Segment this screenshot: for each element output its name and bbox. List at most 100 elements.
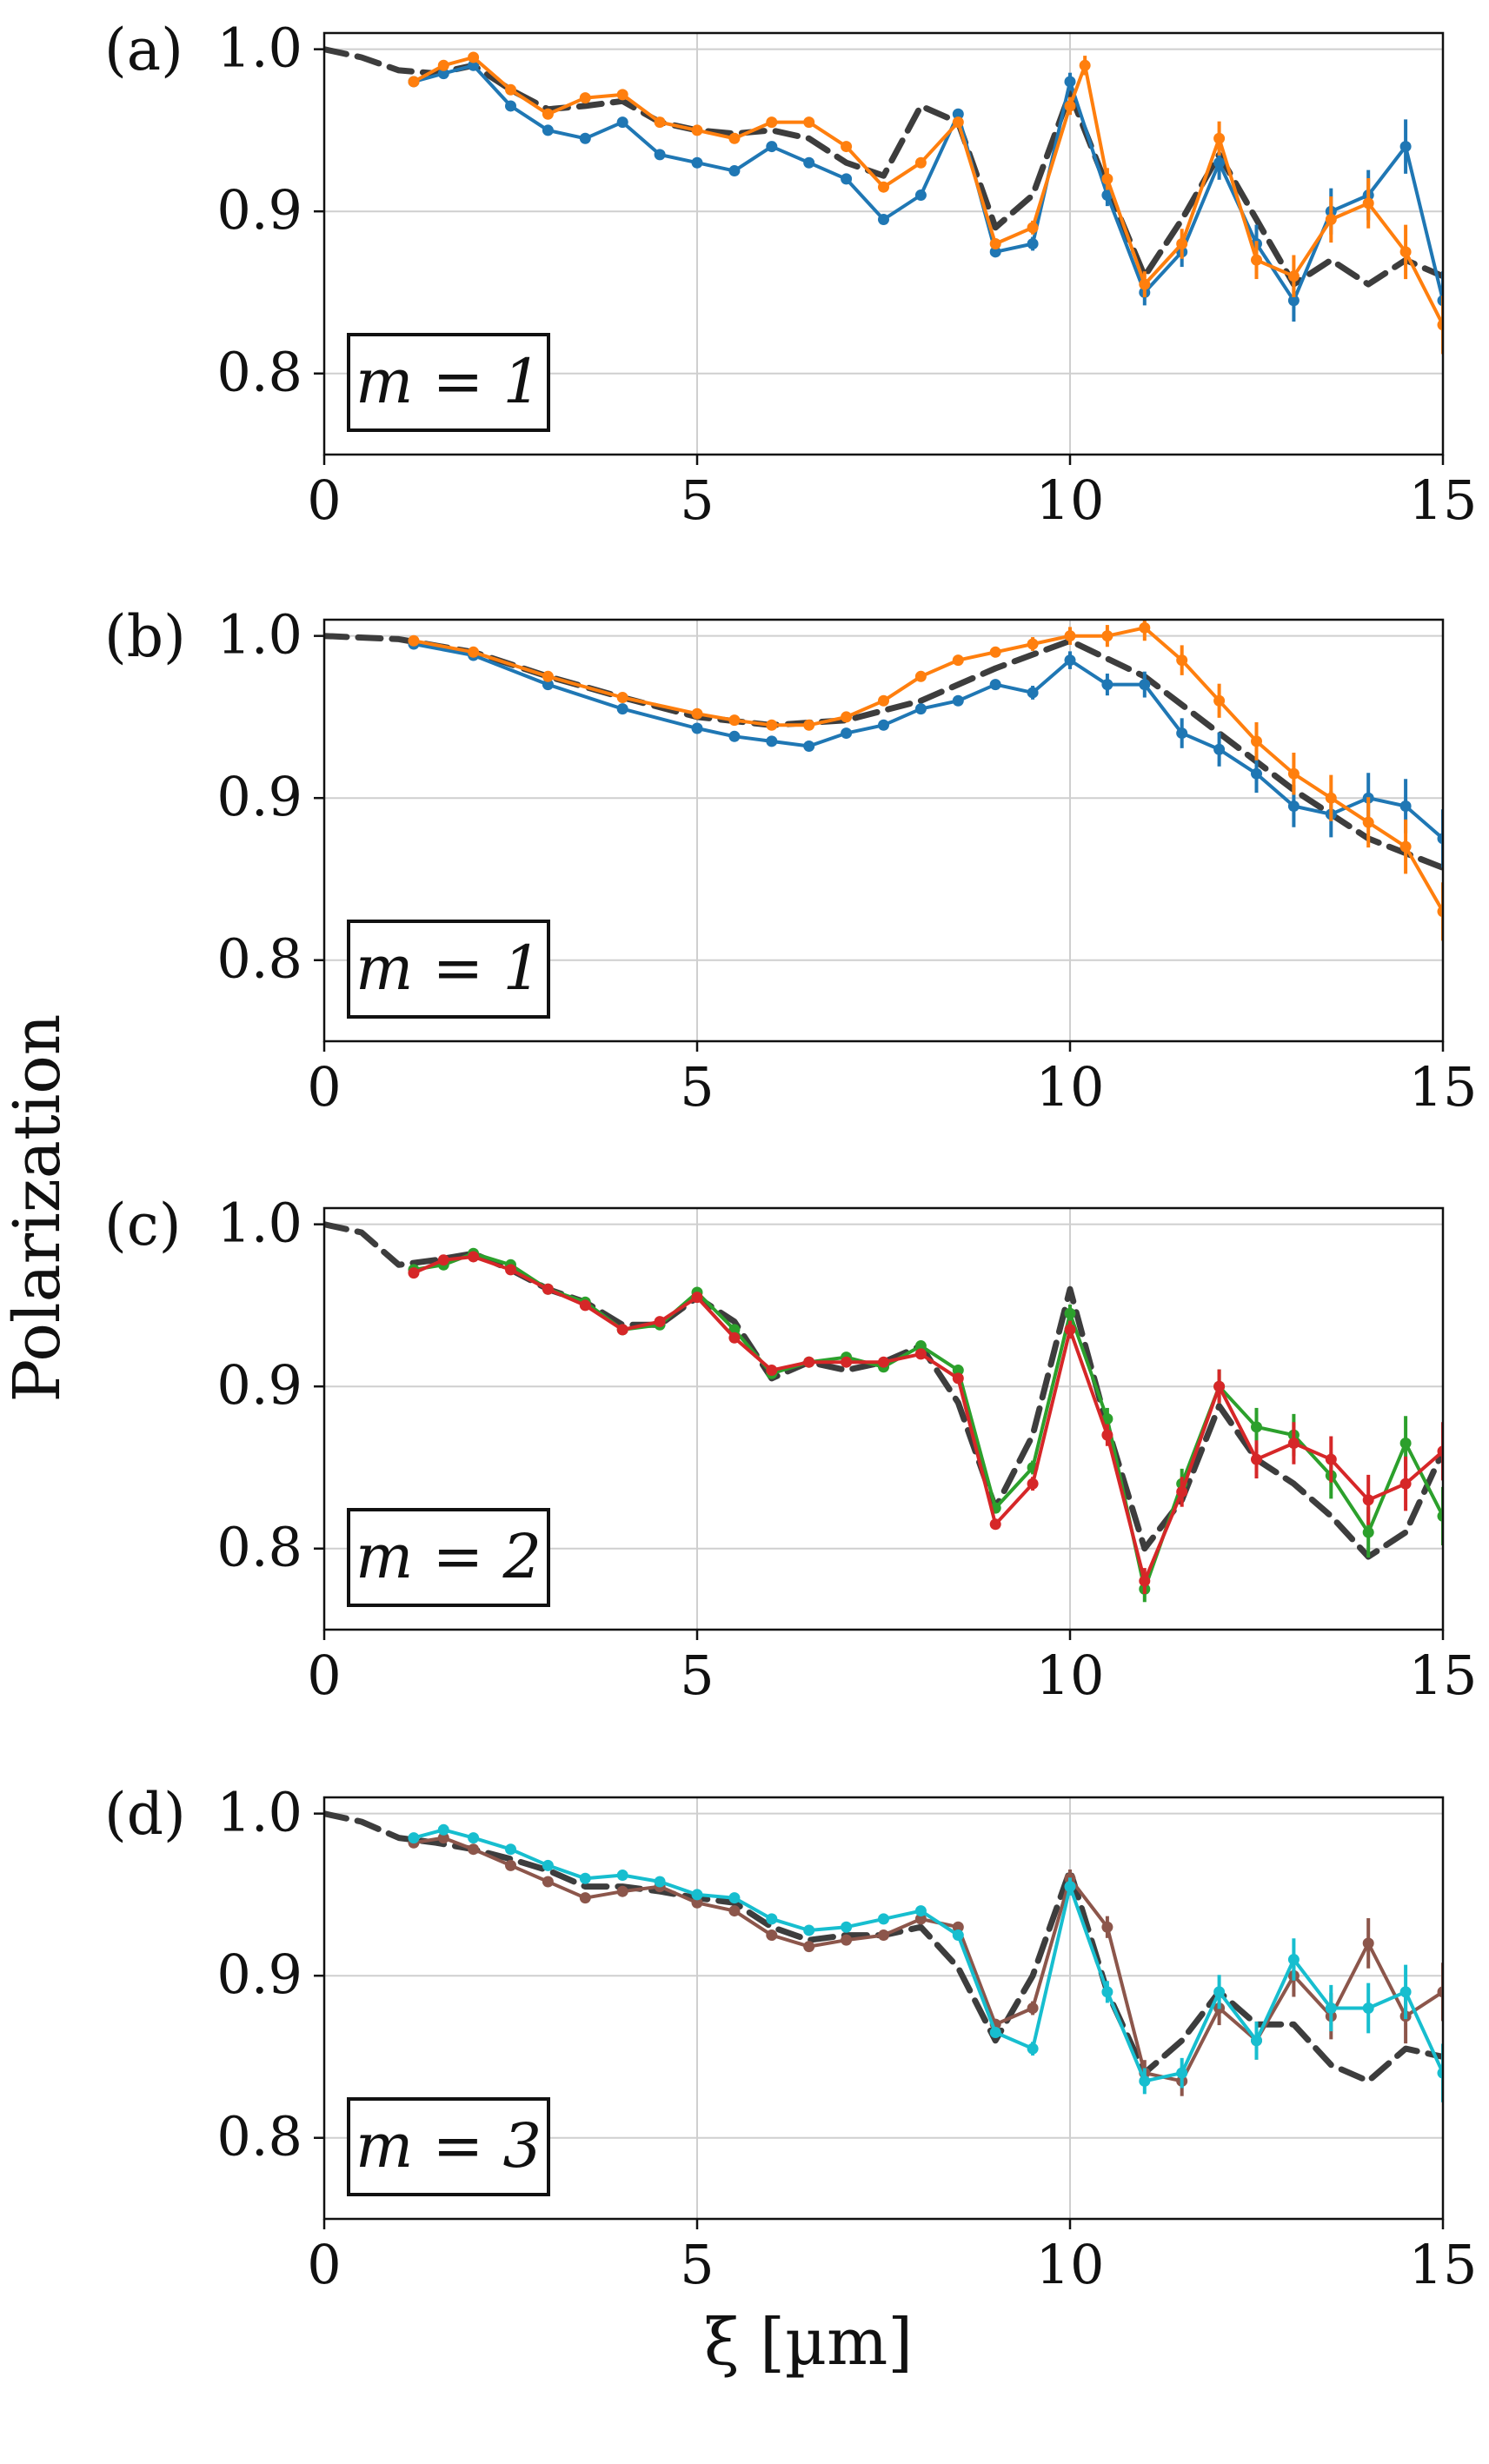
y-tick-label: 0.9 bbox=[216, 1353, 302, 1417]
data-point bbox=[989, 246, 1001, 258]
data-point bbox=[728, 132, 741, 144]
data-point bbox=[1437, 1986, 1443, 1998]
data-point bbox=[841, 141, 853, 153]
data-point bbox=[728, 730, 741, 742]
data-point bbox=[952, 1921, 964, 1933]
data-point bbox=[878, 181, 889, 193]
data-point bbox=[691, 156, 703, 169]
annotation-label: m = 2 bbox=[356, 1521, 542, 1592]
data-point bbox=[728, 1905, 741, 1917]
data-point bbox=[1027, 638, 1039, 650]
data-point bbox=[1325, 214, 1337, 226]
data-point bbox=[803, 156, 815, 169]
x-tick-label: 5 bbox=[680, 1644, 714, 1707]
annotation-label: m = 1 bbox=[356, 346, 542, 417]
data-point bbox=[803, 1941, 815, 1953]
data-point bbox=[1176, 238, 1188, 249]
data-point bbox=[952, 1929, 964, 1942]
data-point bbox=[766, 735, 778, 747]
data-point bbox=[989, 646, 1001, 658]
y-tick-label: 0.9 bbox=[216, 765, 302, 828]
data-point bbox=[1437, 1510, 1443, 1522]
data-point bbox=[1362, 2002, 1374, 2014]
data-point bbox=[1362, 197, 1374, 209]
data-point bbox=[437, 1823, 449, 1836]
data-point bbox=[616, 1885, 628, 1897]
x-tick-label: 15 bbox=[1409, 468, 1478, 532]
axes-frame bbox=[322, 618, 1445, 1043]
data-point bbox=[468, 1832, 480, 1844]
data-point bbox=[841, 711, 853, 723]
data-point bbox=[1101, 189, 1113, 202]
data-point bbox=[1399, 246, 1412, 258]
theory-dashed-line bbox=[324, 1810, 1443, 2084]
data-point bbox=[691, 707, 703, 720]
data-point bbox=[1101, 1921, 1113, 1933]
data-point bbox=[766, 1929, 778, 1942]
y-tick-label: 1.0 bbox=[216, 1781, 302, 1844]
data-point bbox=[542, 1283, 554, 1295]
data-point bbox=[803, 719, 815, 731]
data-point bbox=[841, 1921, 853, 1933]
data-point bbox=[542, 679, 554, 691]
data-point bbox=[616, 1324, 628, 1336]
data-point bbox=[542, 124, 554, 136]
chart-panel: 0 5 10 15 0.8 0.9 1.0 (b) m = 1 bbox=[104, 603, 1477, 1119]
data-point bbox=[989, 238, 1001, 249]
annotation-box bbox=[347, 2097, 550, 2196]
y-tick-label: 0.8 bbox=[216, 927, 302, 991]
data-point bbox=[1027, 687, 1039, 699]
data-point bbox=[654, 149, 666, 161]
data-point bbox=[766, 1913, 778, 1925]
data-point bbox=[691, 1292, 703, 1304]
data-point bbox=[1064, 654, 1076, 667]
data-point bbox=[408, 634, 420, 647]
data-point bbox=[468, 59, 480, 71]
y-tick-label: 0.8 bbox=[216, 2105, 302, 2168]
data-point bbox=[914, 1905, 927, 1917]
data-point bbox=[1251, 2035, 1262, 2047]
data-point bbox=[1325, 792, 1337, 804]
data-point bbox=[1399, 1478, 1412, 1490]
y-tick-label: 1.0 bbox=[216, 603, 302, 667]
plot-area bbox=[324, 46, 1443, 355]
x-tick-label: 15 bbox=[1409, 1055, 1478, 1119]
data-point bbox=[1399, 800, 1412, 813]
data-point bbox=[878, 719, 889, 731]
data-point bbox=[616, 692, 628, 704]
x-tick-label: 15 bbox=[1409, 1644, 1478, 1707]
x-tick-label: 0 bbox=[307, 1055, 341, 1119]
data-point bbox=[1325, 1453, 1337, 1465]
data-point bbox=[437, 1254, 449, 1266]
theory-dashed-line bbox=[324, 633, 1443, 871]
data-point bbox=[1251, 1453, 1262, 1465]
x-tick-label: 10 bbox=[1036, 468, 1105, 532]
x-tick-label: 0 bbox=[307, 2233, 341, 2296]
plot-area bbox=[324, 620, 1443, 941]
data-point bbox=[1362, 1494, 1374, 1506]
data-point bbox=[728, 1892, 741, 1904]
data-point bbox=[1027, 222, 1039, 234]
x-tick-label: 10 bbox=[1036, 2233, 1105, 2296]
data-point bbox=[542, 1876, 554, 1888]
data-point bbox=[579, 132, 591, 144]
data-point bbox=[1064, 76, 1076, 88]
data-point bbox=[1139, 1575, 1151, 1587]
data-point bbox=[1287, 1437, 1300, 1449]
data-point bbox=[1399, 141, 1412, 153]
chart-panel: 0 5 10 15 0.8 0.9 1.0 (c) m = 2 bbox=[104, 1192, 1477, 1707]
data-point bbox=[1251, 254, 1262, 266]
data-point bbox=[505, 1264, 516, 1276]
data-point bbox=[878, 1356, 889, 1368]
data-point bbox=[691, 722, 703, 734]
data-point bbox=[878, 694, 889, 707]
data-point bbox=[408, 1832, 420, 1844]
data-point bbox=[437, 68, 449, 80]
data-point bbox=[952, 654, 964, 667]
panel-label: (a) bbox=[104, 17, 183, 83]
data-point bbox=[914, 189, 927, 202]
data-point bbox=[654, 1316, 666, 1328]
data-point bbox=[952, 1365, 964, 1377]
data-point bbox=[437, 1832, 449, 1844]
